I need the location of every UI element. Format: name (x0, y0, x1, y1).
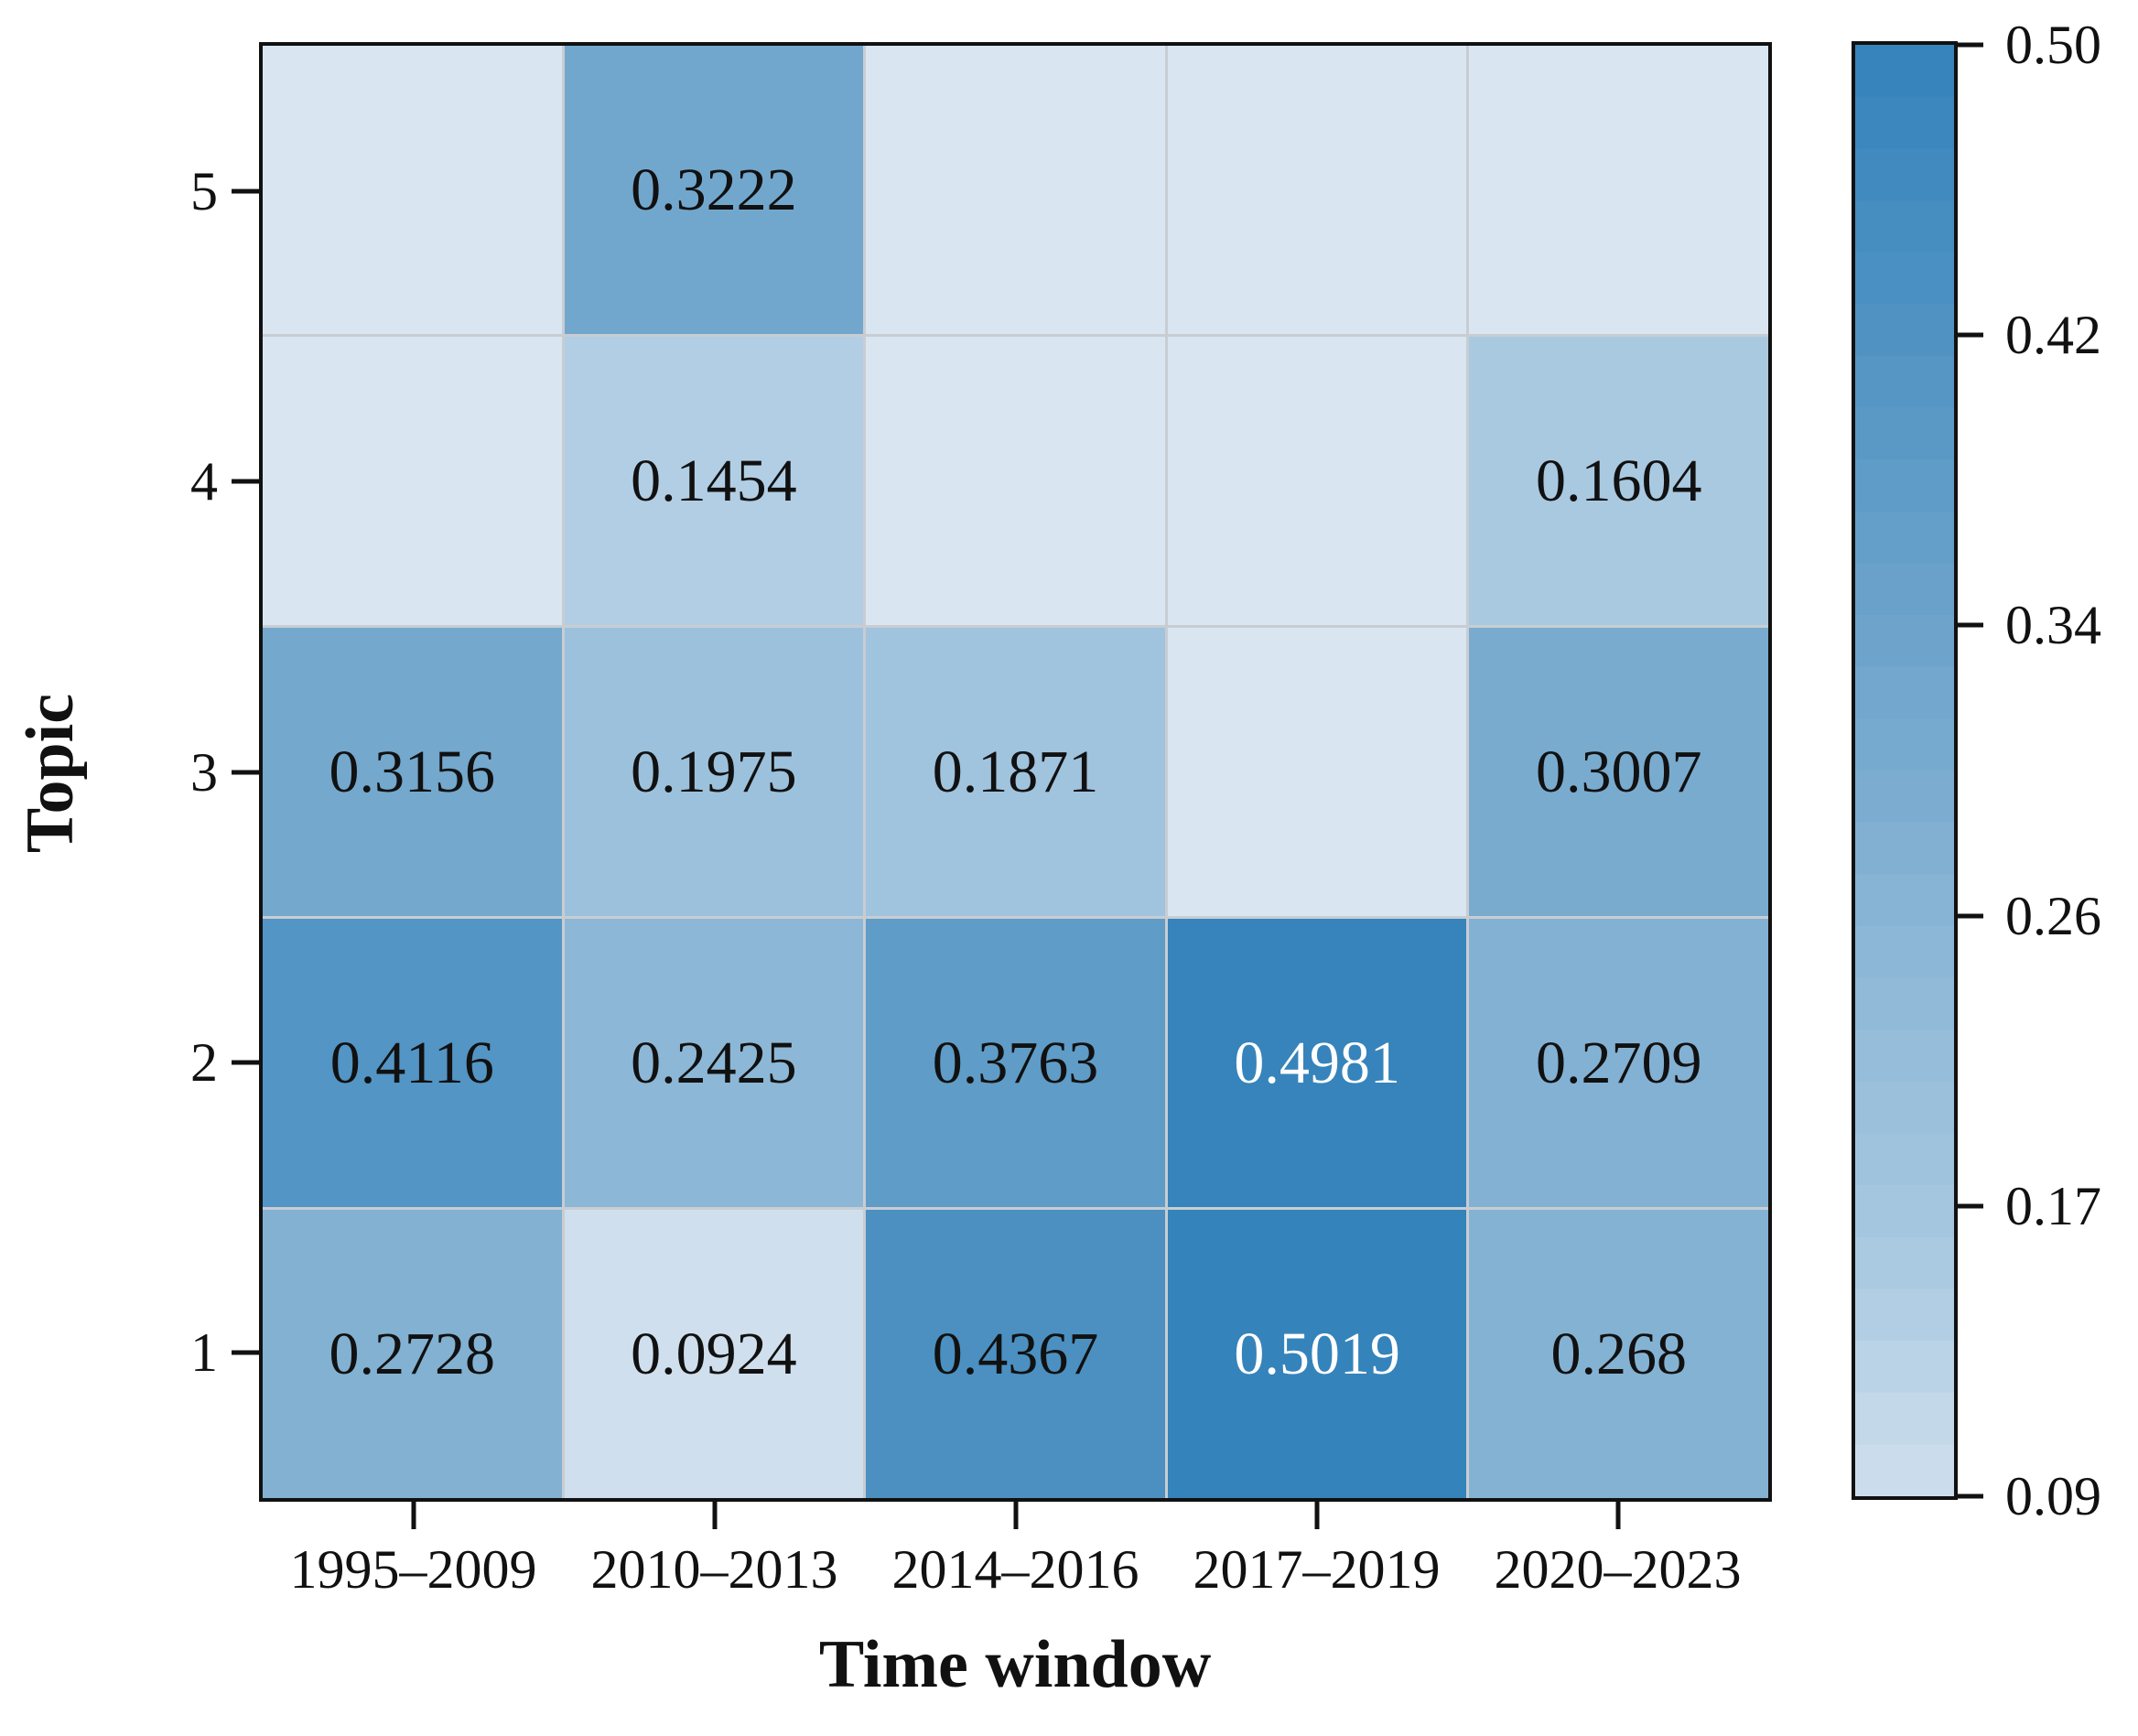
heatmap-cell-topic1-2017–2019: 0.5019 (1167, 1210, 1467, 1498)
heatmap-cell-topic3-2020–2023: 0.3007 (1469, 628, 1768, 916)
heatmap-cell-topic4-2020–2023: 0.1604 (1469, 337, 1768, 625)
heatmap-cell-topic4-2017–2019 (1167, 337, 1467, 625)
y-tick-mark-5 (232, 189, 259, 194)
y-tick-label-5: 5 (190, 160, 218, 221)
colorbar-tick-mark-0.34 (1958, 622, 1983, 628)
colorbar-tick-label-0.17: 0.17 (2005, 1175, 2101, 1236)
y-tick-mark-4 (232, 479, 259, 484)
heatmap-cell-topic3-2014–2016: 0.1871 (866, 628, 1165, 916)
heatmap-grid: 0.3222 0.1454 0.1604 0.3156 0.1975 0.1871 0.30… (263, 46, 1768, 1498)
colorbar-tick-mark-0.26 (1958, 913, 1983, 919)
colorbar-tick-mark-0.17 (1958, 1203, 1983, 1209)
x-tick-mark-1995–2009 (411, 1502, 416, 1529)
colorbar-tick-mark-0.50 (1958, 42, 1983, 48)
x-tick-mark-2014–2016 (1013, 1502, 1018, 1529)
x-axis-title: Time window (818, 1627, 1212, 1702)
heatmap-cell-topic2-2010–2013: 0.2425 (564, 919, 864, 1207)
heatmap-cell-topic4-2014–2016 (866, 337, 1165, 625)
heatmap-cell-topic2-1995–2009: 0.4116 (263, 919, 562, 1207)
heatmap-cell-topic5-1995–2009 (263, 46, 562, 334)
heatmap-plot: 0.3222 0.1454 0.1604 0.3156 0.1975 0.1871 0.30… (259, 42, 1772, 1502)
colorbar-tick-mark-0.09 (1958, 1493, 1983, 1499)
colorbar-gradient (1852, 41, 1958, 1500)
y-tick-mark-2 (232, 1060, 259, 1065)
heatmap-cell-topic5-2020–2023 (1469, 46, 1768, 334)
y-tick-label-2: 2 (190, 1031, 218, 1093)
heatmap-cell-topic1-2020–2023: 0.268 (1469, 1210, 1768, 1498)
x-tick-label-2017–2019: 2017–2019 (1193, 1539, 1441, 1600)
x-tick-label-2014–2016: 2014–2016 (891, 1539, 1139, 1600)
heatmap-cell-topic4-1995–2009 (263, 337, 562, 625)
heatmap-cell-topic3-1995–2009: 0.3156 (263, 628, 562, 916)
heatmap-cell-topic4-2010–2013: 0.1454 (564, 337, 864, 625)
x-tick-label-2010–2013: 2010–2013 (590, 1539, 838, 1600)
y-tick-mark-1 (232, 1350, 259, 1355)
colorbar-tick-label-0.09: 0.09 (2005, 1466, 2101, 1526)
colorbar-tick-label-0.42: 0.42 (2005, 305, 2101, 366)
heatmap-cell-topic2-2014–2016: 0.3763 (866, 919, 1165, 1207)
heatmap-cell-topic2-2017–2019: 0.4981 (1167, 919, 1467, 1207)
heatmap-cell-topic1-2010–2013: 0.0924 (564, 1210, 864, 1498)
colorbar-tick-label-0.34: 0.34 (2005, 595, 2101, 656)
heatmap-cell-topic2-2020–2023: 0.2709 (1469, 919, 1768, 1207)
x-tick-label-2020–2023: 2020–2023 (1494, 1539, 1742, 1600)
y-tick-label-1: 1 (190, 1322, 218, 1384)
heatmap-cell-topic1-1995–2009: 0.2728 (263, 1210, 562, 1498)
heatmap-cell-topic5-2017–2019 (1167, 46, 1467, 334)
x-tick-label-1995–2009: 1995–2009 (289, 1539, 537, 1600)
heatmap-cell-topic5-2014–2016 (866, 46, 1165, 334)
colorbar-tick-label-0.50: 0.50 (2005, 15, 2101, 75)
heatmap-cell-topic1-2014–2016: 0.4367 (866, 1210, 1165, 1498)
y-tick-mark-3 (232, 770, 259, 774)
x-tick-mark-2020–2023 (1615, 1502, 1620, 1529)
x-tick-mark-2017–2019 (1314, 1502, 1319, 1529)
heatmap-cell-topic5-2010–2013: 0.3222 (564, 46, 864, 334)
heatmap-cell-topic3-2017–2019 (1167, 628, 1467, 916)
heatmap-cell-topic3-2010–2013: 0.1975 (564, 628, 864, 916)
colorbar-tick-mark-0.42 (1958, 332, 1983, 338)
y-tick-label-4: 4 (190, 451, 218, 512)
colorbar-tick-label-0.26: 0.26 (2005, 885, 2101, 946)
x-tick-mark-2010–2013 (712, 1502, 717, 1529)
y-tick-label-3: 3 (190, 741, 218, 803)
